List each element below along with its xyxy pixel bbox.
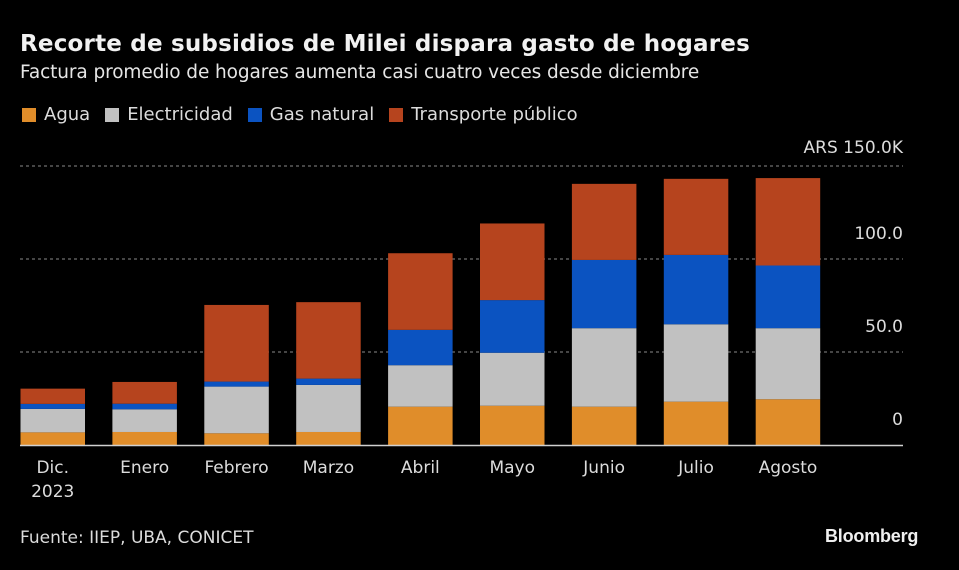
legend-swatch-gas-natural [247, 107, 262, 122]
x-tick-label: Julio [677, 458, 714, 478]
legend-swatch-transporte [389, 107, 404, 122]
bar-segment-electricidad [20, 408, 85, 433]
x-tick-label: Mayo [489, 458, 535, 478]
bar-segment-gas-natural [20, 403, 85, 409]
y-tick-label: 100.0 [854, 224, 903, 244]
bar-segment-transporte-publico [663, 178, 729, 255]
legend-item-transporte: Transporte público [389, 104, 578, 125]
bar-segment-electricidad [204, 386, 269, 434]
bar-segment-transporte-publico [296, 302, 361, 379]
bar-segment-electricidad [480, 352, 545, 406]
bar-segment-agua [663, 401, 729, 445]
bar-segment-agua [571, 406, 637, 445]
bar-segment-electricidad [112, 409, 177, 432]
x-tick-label: Enero [120, 458, 169, 478]
bar-segment-transporte-publico [480, 223, 545, 301]
bar-segment-gas-natural [755, 265, 821, 329]
legend-item-electricidad: Electricidad [105, 104, 233, 125]
bar-segment-gas-natural [112, 403, 177, 410]
bar-segment-electricidad [571, 328, 637, 407]
legend-swatch-electricidad [105, 107, 120, 122]
bar-segment-gas-natural [571, 259, 637, 329]
source-note: Fuente: IIEP, UBA, CONICET [20, 528, 254, 548]
bar-segment-electricidad [755, 328, 821, 400]
bar-segment-agua [20, 432, 85, 445]
x-tick-label: Febrero [204, 458, 268, 478]
bar-segment-electricidad [296, 384, 361, 432]
bar-segment-transporte-publico [571, 183, 637, 260]
bar-segment-agua [112, 431, 177, 445]
bar-segment-agua [204, 433, 269, 445]
y-tick-label: ARS 150.0K [804, 138, 904, 158]
bar-segment-gas-natural [388, 329, 453, 366]
bar-segment-transporte-publico [755, 178, 821, 266]
bar-segment-gas-natural [204, 381, 269, 387]
legend-label: Agua [44, 104, 91, 125]
bar-segment-agua [296, 431, 361, 445]
bloomberg-logo: Bloomberg [825, 526, 919, 546]
x-tick-label: Marzo [303, 458, 354, 478]
bar-segment-transporte-publico [112, 381, 177, 404]
legend-item-agua: Agua [22, 104, 90, 125]
x-tick-label: Dic. [36, 458, 69, 478]
y-tick-label: 50.0 [865, 317, 903, 337]
legend-label: Gas natural [269, 104, 375, 125]
bar-segment-transporte-publico [20, 388, 85, 404]
x-tick-label: Junio [582, 458, 625, 478]
x-tick-label: Agosto [759, 458, 818, 478]
bar-segment-transporte-publico [388, 253, 453, 330]
chart-subtitle: Factura promedio de hogares aumenta casi… [20, 62, 700, 83]
x-tick-label: Abril [401, 458, 440, 478]
legend-swatch-agua [22, 107, 36, 122]
legend-label: Transporte público [411, 104, 578, 125]
legend-label: Electricidad [127, 104, 233, 125]
bar-segment-agua [480, 405, 545, 445]
bar-segment-agua [388, 406, 453, 445]
bar-segment-gas-natural [296, 378, 361, 385]
bar-segment-electricidad [663, 324, 729, 402]
legend-item-gas-natural: Gas natural [247, 104, 375, 125]
legend: Agua Electricidad Gas natural Transporte… [22, 104, 593, 125]
bar-segment-transporte-publico [204, 304, 269, 382]
x-tick-label: 2023 [31, 482, 74, 502]
bar-segment-gas-natural [663, 254, 729, 325]
bar-segment-electricidad [388, 365, 453, 407]
bar-segment-gas-natural [480, 300, 545, 353]
y-tick-label: 0 [892, 410, 903, 430]
bar-segment-agua [755, 399, 821, 445]
chart-title: Recorte de subsidios de Milei dispara ga… [20, 31, 750, 57]
